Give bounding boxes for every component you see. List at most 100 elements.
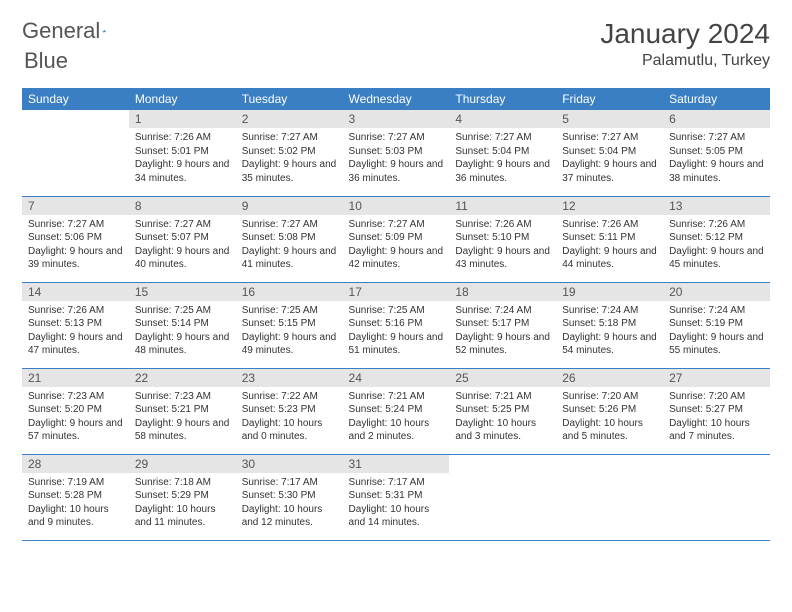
day-header: Sunday (22, 88, 129, 110)
calendar-cell: 26Sunrise: 7:20 AMSunset: 5:26 PMDayligh… (556, 368, 663, 454)
day-number: 17 (343, 283, 450, 301)
location: Palamutlu, Turkey (600, 52, 770, 70)
day-details: Sunrise: 7:18 AMSunset: 5:29 PMDaylight:… (129, 473, 236, 533)
calendar-cell: 7Sunrise: 7:27 AMSunset: 5:06 PMDaylight… (22, 196, 129, 282)
day-details: Sunrise: 7:26 AMSunset: 5:12 PMDaylight:… (663, 215, 770, 275)
calendar-cell: 12Sunrise: 7:26 AMSunset: 5:11 PMDayligh… (556, 196, 663, 282)
calendar-cell: 6Sunrise: 7:27 AMSunset: 5:05 PMDaylight… (663, 110, 770, 196)
calendar-week: 1Sunrise: 7:26 AMSunset: 5:01 PMDaylight… (22, 110, 770, 196)
day-details: Sunrise: 7:26 AMSunset: 5:11 PMDaylight:… (556, 215, 663, 275)
calendar-cell (22, 110, 129, 196)
day-number: 13 (663, 197, 770, 215)
title-block: January 2024 Palamutlu, Turkey (600, 18, 770, 70)
day-number: 2 (236, 110, 343, 128)
calendar-cell: 3Sunrise: 7:27 AMSunset: 5:03 PMDaylight… (343, 110, 450, 196)
day-number: 16 (236, 283, 343, 301)
day-number: 14 (22, 283, 129, 301)
calendar-cell: 25Sunrise: 7:21 AMSunset: 5:25 PMDayligh… (449, 368, 556, 454)
calendar-cell: 8Sunrise: 7:27 AMSunset: 5:07 PMDaylight… (129, 196, 236, 282)
calendar-cell: 21Sunrise: 7:23 AMSunset: 5:20 PMDayligh… (22, 368, 129, 454)
day-details: Sunrise: 7:20 AMSunset: 5:27 PMDaylight:… (663, 387, 770, 447)
sail-icon (102, 22, 106, 40)
day-number: 1 (129, 110, 236, 128)
day-details: Sunrise: 7:27 AMSunset: 5:05 PMDaylight:… (663, 128, 770, 188)
day-details: Sunrise: 7:27 AMSunset: 5:02 PMDaylight:… (236, 128, 343, 188)
calendar-cell: 1Sunrise: 7:26 AMSunset: 5:01 PMDaylight… (129, 110, 236, 196)
day-number: 15 (129, 283, 236, 301)
day-details: Sunrise: 7:21 AMSunset: 5:24 PMDaylight:… (343, 387, 450, 447)
day-details: Sunrise: 7:27 AMSunset: 5:04 PMDaylight:… (556, 128, 663, 188)
day-details: Sunrise: 7:17 AMSunset: 5:31 PMDaylight:… (343, 473, 450, 533)
day-number: 26 (556, 369, 663, 387)
day-number: 27 (663, 369, 770, 387)
day-number: 24 (343, 369, 450, 387)
calendar-cell: 16Sunrise: 7:25 AMSunset: 5:15 PMDayligh… (236, 282, 343, 368)
day-details: Sunrise: 7:19 AMSunset: 5:28 PMDaylight:… (22, 473, 129, 533)
day-details: Sunrise: 7:23 AMSunset: 5:21 PMDaylight:… (129, 387, 236, 447)
day-number: 29 (129, 455, 236, 473)
day-number: 11 (449, 197, 556, 215)
calendar-cell: 24Sunrise: 7:21 AMSunset: 5:24 PMDayligh… (343, 368, 450, 454)
calendar-cell: 17Sunrise: 7:25 AMSunset: 5:16 PMDayligh… (343, 282, 450, 368)
day-details: Sunrise: 7:26 AMSunset: 5:10 PMDaylight:… (449, 215, 556, 275)
calendar-cell: 28Sunrise: 7:19 AMSunset: 5:28 PMDayligh… (22, 454, 129, 540)
day-number: 28 (22, 455, 129, 473)
day-number: 10 (343, 197, 450, 215)
day-details: Sunrise: 7:17 AMSunset: 5:30 PMDaylight:… (236, 473, 343, 533)
calendar-cell: 31Sunrise: 7:17 AMSunset: 5:31 PMDayligh… (343, 454, 450, 540)
day-number: 4 (449, 110, 556, 128)
calendar-cell: 13Sunrise: 7:26 AMSunset: 5:12 PMDayligh… (663, 196, 770, 282)
calendar-cell: 19Sunrise: 7:24 AMSunset: 5:18 PMDayligh… (556, 282, 663, 368)
calendar-week: 21Sunrise: 7:23 AMSunset: 5:20 PMDayligh… (22, 368, 770, 454)
day-details: Sunrise: 7:27 AMSunset: 5:03 PMDaylight:… (343, 128, 450, 188)
day-number: 6 (663, 110, 770, 128)
day-details: Sunrise: 7:27 AMSunset: 5:04 PMDaylight:… (449, 128, 556, 188)
month-title: January 2024 (600, 18, 770, 50)
calendar-cell: 9Sunrise: 7:27 AMSunset: 5:08 PMDaylight… (236, 196, 343, 282)
calendar-week: 28Sunrise: 7:19 AMSunset: 5:28 PMDayligh… (22, 454, 770, 540)
day-details: Sunrise: 7:27 AMSunset: 5:07 PMDaylight:… (129, 215, 236, 275)
calendar-cell: 30Sunrise: 7:17 AMSunset: 5:30 PMDayligh… (236, 454, 343, 540)
brand-word1: General (22, 18, 100, 44)
calendar-cell: 22Sunrise: 7:23 AMSunset: 5:21 PMDayligh… (129, 368, 236, 454)
day-header: Thursday (449, 88, 556, 110)
calendar-week: 14Sunrise: 7:26 AMSunset: 5:13 PMDayligh… (22, 282, 770, 368)
calendar-cell (449, 454, 556, 540)
day-details: Sunrise: 7:24 AMSunset: 5:19 PMDaylight:… (663, 301, 770, 361)
day-header: Tuesday (236, 88, 343, 110)
calendar-week: 7Sunrise: 7:27 AMSunset: 5:06 PMDaylight… (22, 196, 770, 282)
calendar-cell (663, 454, 770, 540)
day-number: 7 (22, 197, 129, 215)
day-number: 21 (22, 369, 129, 387)
calendar-cell: 15Sunrise: 7:25 AMSunset: 5:14 PMDayligh… (129, 282, 236, 368)
day-number: 8 (129, 197, 236, 215)
calendar-cell: 10Sunrise: 7:27 AMSunset: 5:09 PMDayligh… (343, 196, 450, 282)
day-number: 25 (449, 369, 556, 387)
calendar-cell: 18Sunrise: 7:24 AMSunset: 5:17 PMDayligh… (449, 282, 556, 368)
day-number: 19 (556, 283, 663, 301)
day-details: Sunrise: 7:27 AMSunset: 5:09 PMDaylight:… (343, 215, 450, 275)
day-details: Sunrise: 7:25 AMSunset: 5:14 PMDaylight:… (129, 301, 236, 361)
day-details: Sunrise: 7:25 AMSunset: 5:16 PMDaylight:… (343, 301, 450, 361)
day-number: 3 (343, 110, 450, 128)
day-details: Sunrise: 7:21 AMSunset: 5:25 PMDaylight:… (449, 387, 556, 447)
day-number: 31 (343, 455, 450, 473)
day-number: 5 (556, 110, 663, 128)
brand-logo: General (22, 18, 128, 44)
calendar-cell: 29Sunrise: 7:18 AMSunset: 5:29 PMDayligh… (129, 454, 236, 540)
calendar-cell (556, 454, 663, 540)
calendar-cell: 11Sunrise: 7:26 AMSunset: 5:10 PMDayligh… (449, 196, 556, 282)
calendar-cell: 2Sunrise: 7:27 AMSunset: 5:02 PMDaylight… (236, 110, 343, 196)
calendar-cell: 20Sunrise: 7:24 AMSunset: 5:19 PMDayligh… (663, 282, 770, 368)
day-details: Sunrise: 7:27 AMSunset: 5:08 PMDaylight:… (236, 215, 343, 275)
day-number: 22 (129, 369, 236, 387)
day-number: 9 (236, 197, 343, 215)
day-header: Wednesday (343, 88, 450, 110)
day-number: 12 (556, 197, 663, 215)
day-details: Sunrise: 7:26 AMSunset: 5:01 PMDaylight:… (129, 128, 236, 188)
calendar-cell: 27Sunrise: 7:20 AMSunset: 5:27 PMDayligh… (663, 368, 770, 454)
calendar-cell: 4Sunrise: 7:27 AMSunset: 5:04 PMDaylight… (449, 110, 556, 196)
day-details: Sunrise: 7:27 AMSunset: 5:06 PMDaylight:… (22, 215, 129, 275)
day-details: Sunrise: 7:26 AMSunset: 5:13 PMDaylight:… (22, 301, 129, 361)
day-header: Monday (129, 88, 236, 110)
